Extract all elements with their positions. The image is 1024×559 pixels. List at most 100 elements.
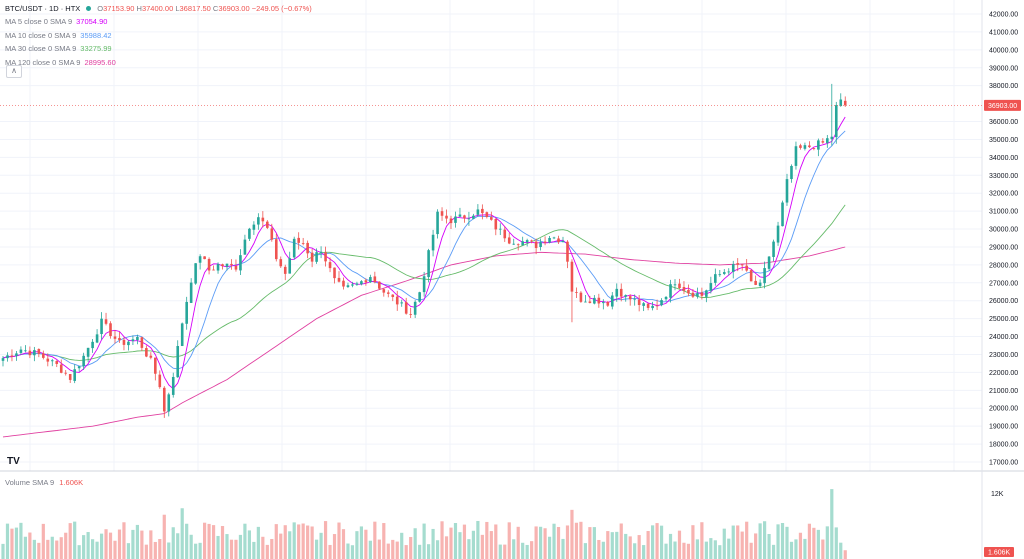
- volume-bar: [37, 542, 41, 559]
- candle-body: [682, 287, 686, 291]
- volume-bar: [615, 531, 619, 559]
- volume-bar: [803, 538, 807, 559]
- volume-bar: [839, 542, 843, 559]
- volume-bar: [126, 543, 131, 559]
- volume-bar: [162, 514, 166, 559]
- candle-body: [803, 145, 807, 149]
- volume-bar: [659, 525, 664, 559]
- candle-body: [252, 224, 256, 230]
- candle-body: [59, 364, 63, 373]
- indicator-ma30[interactable]: MA 30 close 0 SMA 9 33275.99: [5, 44, 112, 54]
- market-status-icon: [86, 6, 92, 12]
- volume-bar: [95, 541, 99, 559]
- candle-body: [642, 303, 645, 306]
- candle-body: [512, 243, 516, 245]
- candle-body: [794, 146, 798, 166]
- volume-legend[interactable]: Volume SMA 9 1.606K: [5, 478, 84, 487]
- volume-bar: [489, 531, 493, 559]
- candle-body: [154, 357, 157, 374]
- candle-body: [839, 99, 843, 107]
- candle-body: [355, 283, 359, 285]
- volume-bar: [534, 526, 538, 559]
- candle-body: [740, 264, 744, 266]
- volume-bar: [19, 522, 23, 559]
- candle-body: [763, 268, 766, 284]
- candlesticks: [1, 83, 847, 418]
- candle-body: [660, 300, 663, 306]
- volume-bar: [516, 526, 520, 559]
- volume-bar: [238, 534, 243, 559]
- volume-bar: [391, 539, 395, 559]
- volume-bar: [1, 543, 5, 559]
- candle-body: [628, 296, 632, 300]
- candle-body: [700, 292, 704, 296]
- symbol-title[interactable]: BTC/USDT · 1D · HTX: [5, 4, 81, 13]
- volume-bar: [32, 539, 36, 559]
- collapse-legend-button[interactable]: ∧: [6, 65, 22, 78]
- indicator-ma120[interactable]: MA 120 close 0 SMA 9 28995.60: [5, 57, 116, 67]
- volume-bar: [556, 526, 561, 559]
- volume-bar: [216, 535, 220, 559]
- indicator-ma5[interactable]: MA 5 close 0 SMA 9 37054.90: [5, 17, 108, 27]
- candle-body: [463, 215, 466, 219]
- ma5-line: [2, 116, 846, 390]
- price-grid: [0, 0, 982, 471]
- indicator-ma10[interactable]: MA 10 close 0 SMA 9 35988.42: [5, 30, 112, 40]
- candle-body: [404, 302, 408, 314]
- candle-body: [46, 358, 50, 362]
- candle-body: [472, 215, 475, 219]
- candle-body: [593, 297, 596, 304]
- volume-bar: [91, 539, 95, 559]
- y-tick-label: 23000.00: [989, 352, 1018, 359]
- volume-bar: [651, 525, 655, 559]
- volume-bar: [619, 523, 623, 559]
- tradingview-logo[interactable]: TV: [7, 456, 20, 467]
- volume-bar: [400, 532, 404, 559]
- volume-bar: [798, 532, 803, 559]
- symbol-row[interactable]: BTC/USDT · 1D · HTX O37153.90 H37400.00 …: [5, 2, 312, 15]
- volume-bar: [323, 521, 328, 559]
- volume-bar: [633, 543, 637, 559]
- volume-bar: [435, 540, 440, 559]
- candle-body: [548, 237, 551, 243]
- volume-bar: [785, 526, 789, 559]
- candle-body: [718, 274, 722, 276]
- volume-bar: [700, 522, 704, 559]
- volume-bar: [552, 523, 556, 559]
- candle-body: [248, 228, 251, 239]
- volume-bar: [843, 550, 847, 559]
- candle-body: [391, 294, 395, 298]
- candle-body: [15, 353, 18, 356]
- volume-bar: [449, 527, 453, 559]
- price-change: −249.05 (−0.67%): [251, 4, 312, 13]
- candle-body: [826, 138, 829, 143]
- candle-body: [279, 259, 283, 267]
- candle-body: [386, 292, 390, 294]
- candle-body: [534, 241, 538, 249]
- candle-body: [243, 239, 247, 255]
- volume-bar: [695, 539, 699, 559]
- volume-bar: [149, 530, 153, 559]
- candle-body: [324, 252, 327, 262]
- y-tick-label: 30000.00: [989, 227, 1018, 234]
- candle-body: [552, 237, 556, 239]
- volume-bar: [722, 528, 726, 559]
- volume-bar: [135, 524, 139, 559]
- volume-bar: [64, 532, 68, 559]
- candle-body: [767, 256, 771, 269]
- candle-body: [73, 369, 76, 381]
- volume-bar: [758, 523, 762, 559]
- volume-bar: [440, 521, 444, 559]
- volume-bar: [117, 529, 122, 559]
- volume-bar: [682, 542, 686, 559]
- volume-bar: [467, 539, 471, 559]
- y-tick-label: 29000.00: [989, 244, 1018, 251]
- volume-bar: [673, 541, 677, 559]
- volume-bar: [131, 529, 135, 559]
- candle-body: [24, 350, 27, 352]
- volume-bar: [10, 528, 14, 559]
- volume-bar: [539, 526, 543, 559]
- volume-bar: [431, 528, 435, 559]
- volume-bar: [588, 527, 592, 559]
